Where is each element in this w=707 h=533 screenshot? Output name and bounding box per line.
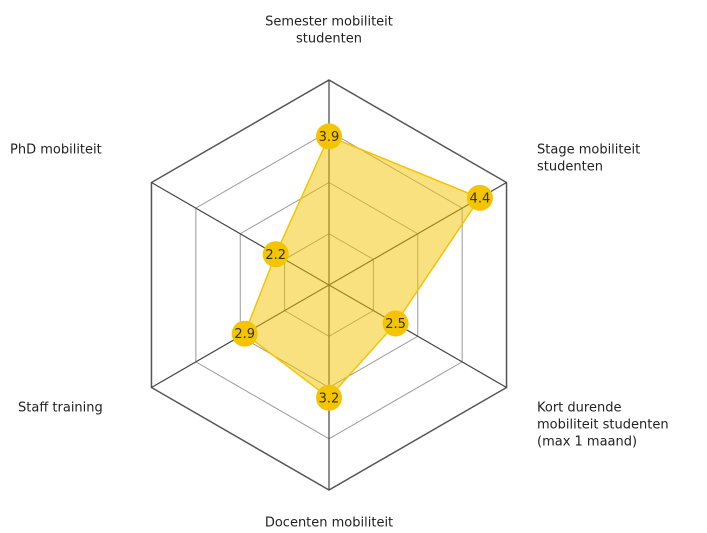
data-point <box>262 241 289 268</box>
axis-label: mobiliteit studenten <box>537 418 669 433</box>
data-label: 2.2 <box>265 248 286 263</box>
axis-label: Staff training <box>18 401 103 416</box>
data-area <box>243 135 482 399</box>
axis-label: studenten <box>296 32 362 47</box>
data-point <box>316 123 342 150</box>
data-point <box>316 384 342 411</box>
data-label: 3.2 <box>319 391 340 406</box>
data-label: 4.4 <box>470 191 491 206</box>
axis-label: studenten <box>537 160 603 175</box>
axis-label: Semester mobiliteit <box>265 15 393 30</box>
axis-label: Stage mobiliteit <box>537 143 640 158</box>
data-label: 2.9 <box>234 327 255 342</box>
axis-label: PhD mobiliteit <box>10 143 102 158</box>
data-point <box>231 320 258 347</box>
data-point <box>382 310 409 337</box>
data-point <box>466 184 493 211</box>
axis-label: Kort durende <box>537 401 621 416</box>
axis-label: (max 1 maand) <box>537 435 637 450</box>
axis-label: Docenten mobiliteit <box>265 516 393 531</box>
data-label: 3.9 <box>319 130 340 145</box>
data-label: 2.5 <box>385 317 406 332</box>
